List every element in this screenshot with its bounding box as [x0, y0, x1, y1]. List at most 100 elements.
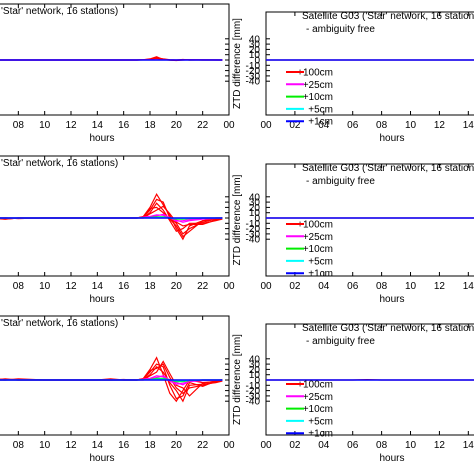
panel-title: Satellite G03 ('Star' network, 16 statio…: [302, 11, 474, 22]
y-tick-label: 40: [249, 192, 261, 203]
chart-panel-right-middle: 00 02 04 06 08 10 12 14hours403020100-10-20-30-…: [232, 163, 474, 305]
x-tick-label: 04: [318, 440, 330, 451]
panel-title: 'Star' network, 16 stations): [1, 6, 118, 17]
y-tick-label: 0: [254, 214, 260, 225]
x-tick-label: 16: [118, 440, 130, 451]
y-axis-label: ZTD difference [mm]: [232, 334, 243, 425]
y-tick-label: -20: [246, 386, 261, 397]
plot-frame: [0, 315, 230, 436]
y-tick-label: 0: [254, 376, 260, 387]
x-tick-label: 08: [376, 120, 388, 131]
x-tick-label: 02: [289, 281, 301, 292]
x-tick-label: 10: [405, 120, 417, 131]
legend-label: +1cm: [308, 117, 333, 128]
x-tick-label: 06: [347, 440, 359, 451]
x-axis-label: hours: [379, 133, 404, 144]
legend-label: +10cm: [303, 404, 333, 415]
legend-label: +10cm: [303, 92, 333, 103]
x-tick-label: 14: [92, 120, 104, 131]
x-tick-label: 02: [289, 440, 301, 451]
x-tick-label: 22: [197, 281, 209, 292]
y-tick-label: -30: [246, 71, 261, 82]
x-tick-label: 18: [144, 440, 156, 451]
x-tick-label: 20: [171, 440, 183, 451]
y-tick-label: 30: [249, 40, 261, 51]
legend-label: +25cm: [303, 232, 333, 243]
x-tick-label: 10: [405, 281, 417, 292]
panel-subtitle: - ambiguity free: [306, 176, 375, 187]
x-tick-label: 00: [223, 281, 235, 292]
y-tick-label: -30: [246, 391, 261, 402]
plot-frame: [0, 155, 230, 277]
series-group: [0, 192, 223, 241]
chart-panel-left-bottom: 08 10 12 14 16 18 20 22 00 hours 'Star' network, 1…: [0, 315, 235, 464]
x-tick-label: 08: [376, 440, 388, 451]
chart-panel-left-top: 08 10 12 14 16 18 20 22 00 hours 'Star' network, 1…: [0, 3, 235, 144]
y-tick-label: -20: [246, 66, 261, 77]
chart-panel-right-bottom: 00 02 04 06 08 10 12 14hours403020100-10-20-30-…: [232, 323, 474, 464]
y-axis-label: ZTD difference [mm]: [232, 18, 243, 109]
legend-label: +1cm: [308, 269, 333, 280]
legend-label: +5cm: [308, 416, 333, 427]
y-tick-label: 0: [254, 56, 260, 67]
legend-label: +100cm: [297, 68, 333, 79]
panel-title: Satellite G03 ('Star' network, 16 statio…: [302, 323, 474, 334]
x-tick-label: 20: [171, 281, 183, 292]
x-tick-label: 14: [463, 281, 474, 292]
x-tick-label: 08: [13, 440, 25, 451]
y-tick-label: 40: [249, 354, 261, 365]
x-tick-label: 00: [223, 120, 235, 131]
x-axis-label: hours: [89, 133, 114, 144]
x-tick-label: 16: [118, 281, 130, 292]
legend-label: +25cm: [303, 80, 333, 91]
y-tick-label: 10: [249, 50, 261, 61]
x-tick-label: 14: [463, 440, 474, 451]
y-axis-label: ZTD difference [mm]: [232, 174, 243, 265]
x-tick-label: 12: [434, 440, 446, 451]
y-tick-label: 40: [249, 34, 261, 45]
x-tick-label: 14: [92, 281, 104, 292]
y-tick-label: 10: [249, 208, 261, 219]
series-group: [0, 356, 223, 403]
x-tick-label: 12: [65, 440, 77, 451]
y-tick-label: 20: [249, 203, 261, 214]
x-tick-label: 06: [347, 120, 359, 131]
legend-label: +1cm: [308, 429, 333, 440]
x-tick-label: 00: [260, 281, 272, 292]
x-tick-label: 10: [39, 281, 51, 292]
x-tick-label: 06: [347, 281, 359, 292]
x-tick-label: 12: [65, 120, 77, 131]
y-tick-label: 30: [249, 360, 261, 371]
x-axis-label: hours: [89, 453, 114, 464]
legend-label: +100cm: [297, 220, 333, 231]
legend-label: +10cm: [303, 244, 333, 255]
x-tick-label: 10: [405, 440, 417, 451]
x-tick-label: 02: [289, 120, 301, 131]
x-tick-label: 14: [463, 120, 474, 131]
x-tick-label: 16: [118, 120, 130, 131]
y-tick-label: 10: [249, 370, 261, 381]
y-tick-label: -40: [246, 77, 261, 88]
x-tick-label: 00: [260, 440, 272, 451]
y-tick-label: -10: [246, 381, 261, 392]
x-tick-label: 04: [318, 120, 330, 131]
y-tick-label: 20: [249, 365, 261, 376]
x-axis-label: hours: [89, 294, 114, 305]
x-axis-label: hours: [379, 294, 404, 305]
x-tick-label: 18: [144, 120, 156, 131]
panel-title: 'Star' network, 16 stations): [1, 318, 118, 329]
x-tick-label: 22: [197, 120, 209, 131]
x-tick-label: 04: [318, 281, 330, 292]
x-tick-label: 08: [13, 120, 25, 131]
x-tick-label: 20: [171, 120, 183, 131]
panel-title: 'Star' network, 16 stations): [1, 158, 118, 169]
x-tick-label: 12: [65, 281, 77, 292]
x-tick-label: 12: [434, 120, 446, 131]
x-tick-label: 08: [376, 281, 388, 292]
y-tick-label: -10: [246, 219, 261, 230]
y-tick-label: 20: [249, 45, 261, 56]
legend-label: +5cm: [308, 104, 333, 115]
legend-label: +100cm: [297, 380, 333, 391]
y-tick-label: -40: [246, 397, 261, 408]
plot-frame: [265, 11, 474, 116]
